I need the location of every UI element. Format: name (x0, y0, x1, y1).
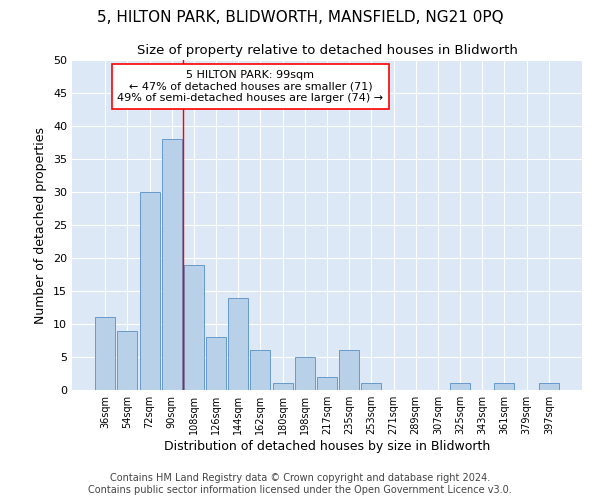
Text: 5, HILTON PARK, BLIDWORTH, MANSFIELD, NG21 0PQ: 5, HILTON PARK, BLIDWORTH, MANSFIELD, NG… (97, 10, 503, 25)
Y-axis label: Number of detached properties: Number of detached properties (34, 126, 47, 324)
Bar (494, 384, 514, 390)
Bar (272, 384, 293, 390)
Bar (450, 384, 470, 390)
Bar (228, 298, 248, 390)
X-axis label: Distribution of detached houses by size in Blidworth: Distribution of detached houses by size … (164, 440, 490, 453)
Title: Size of property relative to detached houses in Blidworth: Size of property relative to detached ho… (137, 44, 517, 58)
Text: 5 HILTON PARK: 99sqm
← 47% of detached houses are smaller (71)
49% of semi-detac: 5 HILTON PARK: 99sqm ← 47% of detached h… (118, 70, 383, 103)
Bar (295, 357, 315, 390)
Bar (539, 384, 559, 390)
Bar (162, 139, 182, 390)
Bar (206, 337, 226, 390)
Bar (339, 350, 359, 390)
Bar (361, 384, 382, 390)
Bar (184, 264, 204, 390)
Bar (317, 377, 337, 390)
Bar (140, 192, 160, 390)
Bar (250, 350, 271, 390)
Text: Contains HM Land Registry data © Crown copyright and database right 2024.
Contai: Contains HM Land Registry data © Crown c… (88, 474, 512, 495)
Bar (95, 318, 115, 390)
Bar (118, 330, 137, 390)
